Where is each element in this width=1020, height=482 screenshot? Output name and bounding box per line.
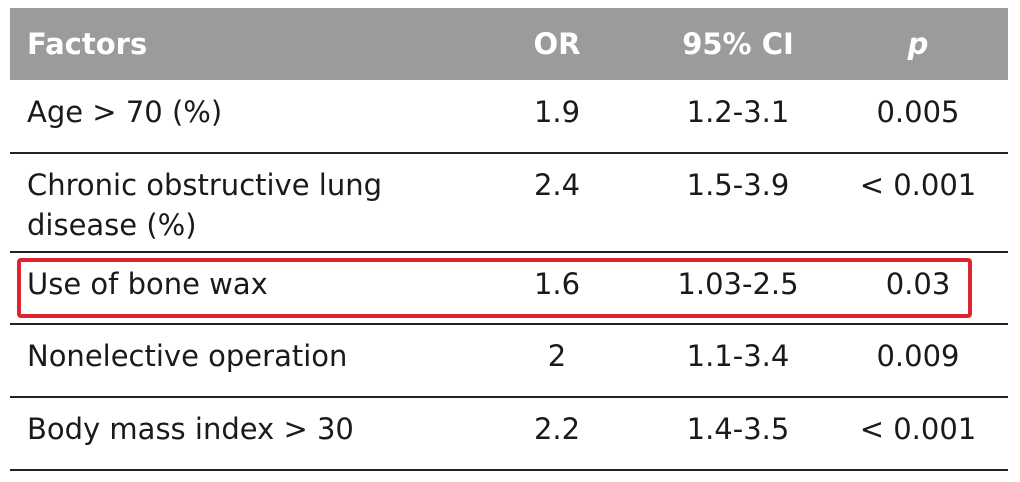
row-divider: [10, 469, 1008, 471]
row-label: Chronic obstructive lung disease (%): [27, 168, 383, 242]
row-value: 1.2-3.1: [686, 95, 790, 129]
row-value: 2: [547, 339, 567, 373]
row-label: Use of bone wax: [27, 267, 268, 301]
row-value: 1.5-3.9: [686, 168, 790, 202]
row-value: 0.005: [876, 95, 960, 129]
row-value: < 0.001: [859, 412, 977, 446]
row-divider: [10, 152, 1008, 154]
header-cell: p: [907, 27, 929, 61]
row-divider: [10, 323, 1008, 325]
row-value: 0.009: [876, 339, 960, 373]
highlight-box: [17, 258, 972, 318]
row-label: Age > 70 (%): [27, 95, 223, 129]
header-band: [10, 8, 1008, 80]
row-value: 2.4: [533, 168, 581, 202]
row-value: 1.9: [533, 95, 581, 129]
row-value: 0.03: [885, 267, 951, 301]
row-label: Body mass index > 30: [27, 412, 354, 446]
row-value: 1.6: [533, 267, 581, 301]
row-value: < 0.001: [859, 168, 977, 202]
header-cell: Factors: [27, 27, 148, 61]
header-cell: OR: [533, 27, 581, 61]
row-label: Nonelective operation: [27, 339, 348, 373]
row-value: 1.4-3.5: [686, 412, 790, 446]
row-value: 1.1-3.4: [686, 339, 790, 373]
row-divider: [10, 396, 1008, 398]
row-divider: [10, 251, 1008, 253]
row-value: 2.2: [533, 412, 581, 446]
row-value: 1.03-2.5: [677, 267, 799, 301]
header-cell: 95% CI: [682, 27, 794, 61]
